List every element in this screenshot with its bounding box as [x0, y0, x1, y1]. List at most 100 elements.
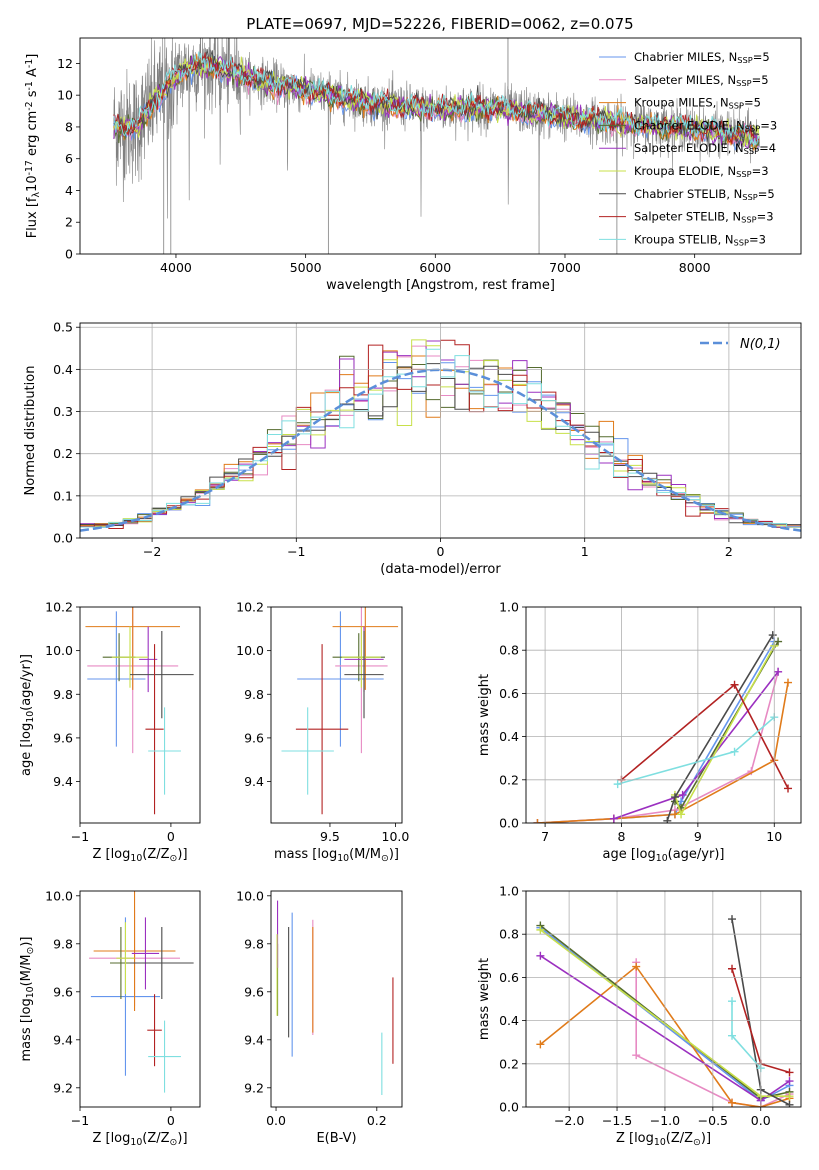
- x-tick-label: 0.0: [266, 1113, 286, 1128]
- y-tick-label: 10.0: [236, 888, 264, 903]
- errorbar-0: [87, 611, 146, 747]
- y-axis-label: mass weight: [477, 958, 492, 1040]
- y-tick-label: 0.3: [53, 404, 73, 419]
- y-tick-label: 0.4: [499, 1013, 519, 1028]
- x-tick-label: 7000: [549, 260, 581, 275]
- axes-frame: [79, 606, 201, 824]
- y-tick-label: 0.2: [499, 772, 519, 787]
- legend-label: Chabrier ELODIE, NSSP=3: [634, 118, 777, 133]
- residual-histogram-panel: −2 −1 0 1 2 0.0 0.1 0.2 0.3 0.4 0.5 (data-model)/er…: [23, 320, 802, 577]
- y-tick-label: 9.4: [244, 1032, 264, 1047]
- x-axis-label: Z [log10(Z/Z⊙)]: [92, 847, 187, 864]
- errorbar-5: [341, 626, 382, 688]
- x-tick-label: −1: [71, 829, 89, 844]
- legend-label: Salpeter ELODIE, NSSP=4: [634, 141, 776, 156]
- errorbar-0: [297, 611, 384, 747]
- x-tick-label: 0.2: [367, 1113, 387, 1128]
- weight-marker: [533, 819, 542, 823]
- x-tick-label: 10: [766, 829, 782, 844]
- x-tick-label: 0: [167, 829, 175, 844]
- x-tick-label: 9: [694, 829, 702, 844]
- x-tick-label: −1.5: [602, 1113, 632, 1128]
- y-tick-label: 9.8: [244, 936, 264, 951]
- y-axis-label: Normed distribution: [23, 366, 38, 496]
- weight-marker: [784, 784, 793, 793]
- y-tick-label: 2: [65, 215, 73, 230]
- x-axis-label: mass [log10(M/M⊙)]: [274, 847, 399, 864]
- mass-age-plot-area: [281, 607, 399, 815]
- y-tick-label: 0.0: [499, 1100, 519, 1115]
- y-tick-label: 9.2: [53, 1080, 73, 1095]
- weight-marker: [728, 915, 737, 924]
- errorbar-3: [110, 927, 132, 999]
- weight-marker: [785, 1100, 794, 1107]
- x-axis-label: (data-model)/error: [380, 562, 501, 577]
- errorbar-7: [147, 994, 162, 1067]
- weight-marker: [785, 1092, 794, 1101]
- weight-marker: [670, 793, 679, 802]
- y-axis-label: mass weight: [477, 674, 492, 756]
- weight-marker: [677, 810, 686, 819]
- y-tick-label: 10.0: [236, 643, 264, 658]
- weight-marker: [728, 1031, 737, 1040]
- mass-age-panel: 9.5 10.0 9.4 9.6 9.8 10.0 10.2 mass [log10(M/M⊙…: [236, 600, 409, 864]
- x-tick-label: 7: [541, 829, 549, 844]
- weight-marker: [784, 678, 793, 687]
- errorbar-8: [148, 707, 181, 795]
- weight-marker: [730, 680, 739, 689]
- z-mass-panel: −1 0 9.2 9.4 9.6 9.8 10.0 Z [log10(Z/Z⊙)] mass […: [19, 888, 201, 1148]
- errorbar-6: [344, 631, 384, 719]
- age-weight-panel: 7 8 9 10 0.0 0.2 0.4 0.6 0.8 1.0 age [log10(age/yr…: [477, 600, 802, 864]
- legend-label: Kroupa ELODIE, NSSP=3: [634, 164, 769, 179]
- model-spectrum-6: [113, 49, 760, 146]
- y-tick-label: 0.1: [53, 488, 73, 503]
- x-tick-label: −1: [287, 544, 305, 559]
- y-axis-label: age [log10(age/yr)]: [19, 654, 36, 776]
- y-tick-label: 0.8: [499, 643, 519, 658]
- figure-title: PLATE=0697, MJD=52226, FIBERID=0062, z=0…: [246, 15, 633, 33]
- weight-marker: [663, 816, 672, 823]
- ebv-mass-panel: 0.0 0.2 9.2 9.4 9.6 9.8 10.0 E(B-V): [236, 888, 403, 1146]
- x-tick-label: 0: [437, 544, 445, 559]
- legend-label: N(0,1): [740, 337, 781, 352]
- weight-marker: [632, 962, 641, 971]
- z-age-plot-area: [85, 607, 194, 815]
- errorbar-2: [332, 607, 399, 690]
- x-tick-label: 4000: [160, 260, 192, 275]
- errorbar-5: [116, 922, 135, 995]
- axes-frame: [79, 890, 201, 1108]
- x-tick-label: 0: [167, 1113, 175, 1128]
- x-tick-label: −1.0: [650, 1113, 680, 1128]
- y-tick-label: 9.8: [53, 936, 73, 951]
- spectrum-panel: 4000 5000 6000 7000 8000 0 2 4 6 8 10 12 wavelength …: [24, 37, 802, 293]
- errorbar-7: [145, 644, 164, 815]
- y-tick-label: 0.4: [499, 729, 519, 744]
- y-tick-label: 0.2: [53, 446, 73, 461]
- y-tick-label: 1.0: [499, 884, 519, 899]
- weight-series-6: [663, 631, 777, 823]
- weight-marker: [678, 790, 687, 799]
- errorbar-8: [148, 1020, 181, 1093]
- y-tick-label: 8: [65, 119, 73, 134]
- y-tick-label: 9.4: [53, 1032, 73, 1047]
- y-tick-label: 0.4: [53, 362, 73, 377]
- y-tick-label: 9.6: [244, 730, 264, 745]
- x-tick-label: 8: [618, 829, 626, 844]
- y-tick-label: 10.2: [45, 600, 73, 615]
- legend-label: Salpeter STELIB, NSSP=3: [634, 210, 774, 225]
- x-tick-label: −2: [143, 544, 161, 559]
- z-mass-plot-area: [89, 891, 194, 1093]
- y-tick-label: 10.0: [45, 888, 73, 903]
- spectrum-plot-area: [113, 38, 760, 254]
- x-tick-label: −2.0: [554, 1113, 584, 1128]
- legend-label: Kroupa STELIB, NSSP=3: [634, 232, 766, 247]
- y-tick-label: 10: [57, 88, 73, 103]
- x-axis-label: age [log10(age/yr)]: [603, 847, 725, 864]
- legend-label: Chabrier MILES, NSSP=5: [634, 50, 770, 65]
- y-tick-label: 0.6: [499, 686, 519, 701]
- weight-series-4: [609, 667, 783, 823]
- y-tick-label: 0.6: [499, 970, 519, 985]
- x-tick-label: −0.5: [698, 1113, 728, 1128]
- x-tick-label: 6000: [419, 260, 451, 275]
